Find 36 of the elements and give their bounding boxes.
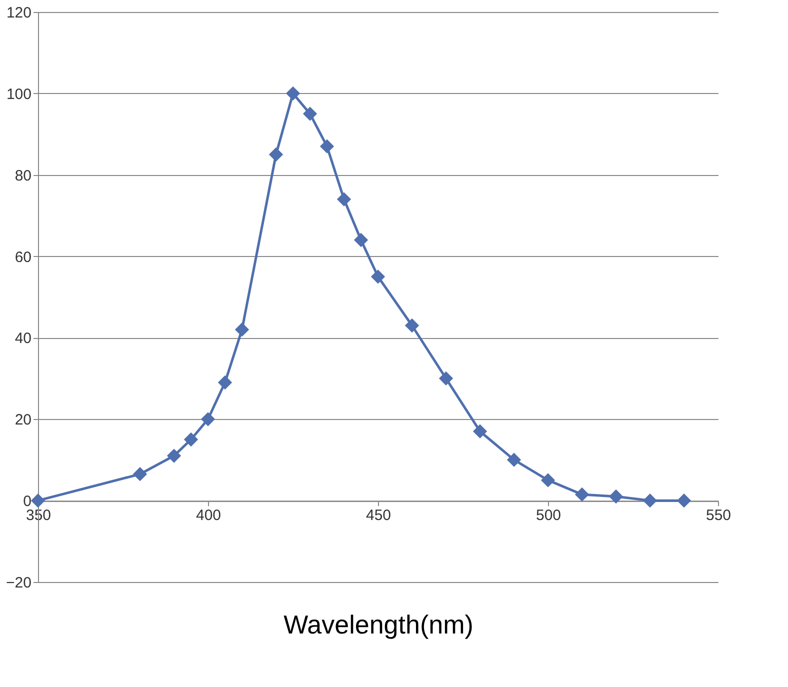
point	[608, 489, 624, 504]
point	[132, 467, 148, 482]
point	[200, 412, 216, 426]
point	[438, 371, 454, 386]
point	[472, 424, 488, 438]
point	[286, 86, 300, 100]
x-tick-label: 550	[706, 507, 732, 524]
point	[268, 147, 284, 162]
x-tick-label: 500	[536, 507, 562, 524]
point	[30, 494, 46, 508]
y-tick-label: 100	[6, 86, 32, 103]
point	[184, 432, 198, 447]
x-tick-label: 450	[366, 507, 392, 524]
point	[370, 270, 386, 284]
point	[234, 322, 250, 337]
point	[218, 375, 232, 390]
point	[506, 452, 522, 467]
point	[642, 494, 658, 508]
y-tick-label: 0	[23, 493, 32, 510]
y-tick-label: 60	[14, 248, 32, 266]
point	[676, 494, 692, 508]
point	[166, 448, 182, 463]
y-tick-label: −20	[6, 574, 32, 592]
y-tick-label: 40	[14, 330, 32, 348]
y-tick-label: 80	[14, 167, 32, 184]
point	[302, 106, 318, 121]
point	[574, 487, 590, 502]
point	[404, 318, 420, 333]
y-tick-label: 20	[14, 412, 32, 429]
x-tick-label: 400	[196, 507, 222, 524]
x-axis-title: Wavelength(nm)	[284, 610, 474, 640]
point	[354, 232, 368, 248]
point	[336, 192, 352, 206]
y-tick-label: 120	[6, 4, 32, 22]
point	[320, 139, 334, 154]
point	[540, 473, 556, 488]
